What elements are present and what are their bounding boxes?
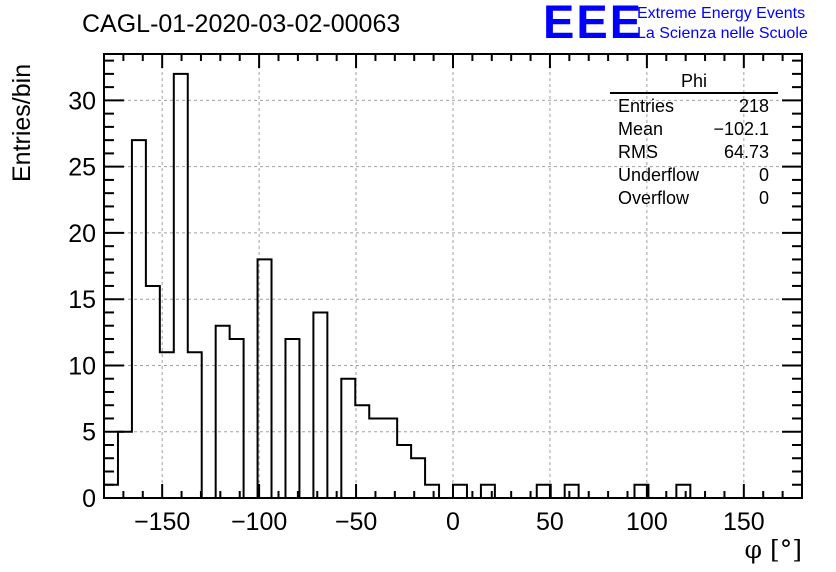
stats-row-entries: Entries 218	[610, 95, 778, 118]
x-tick-label: −50	[335, 508, 377, 536]
stats-value: 0	[758, 165, 769, 185]
x-tick-label: 50	[536, 508, 564, 536]
stats-row-underflow: Underflow 0	[610, 164, 778, 187]
chart-title: CAGL-01-2020-03-02-00063	[82, 10, 401, 38]
logo-line-1: Extreme Energy Events	[637, 5, 806, 22]
stats-label: RMS	[618, 142, 658, 162]
stats-row-overflow: Overflow 0	[610, 187, 778, 210]
y-axis-label: Entries/bin	[8, 63, 36, 182]
x-axis-label: φ [°]	[744, 535, 802, 564]
eee-logo: EEE	[543, 0, 644, 48]
y-tick-label: 10	[68, 352, 96, 380]
y-tick-label: 30	[68, 87, 96, 115]
x-tick-label: 100	[626, 508, 668, 536]
stats-label: Underflow	[618, 165, 700, 185]
x-tick-label: 0	[446, 508, 460, 536]
stats-value: 218	[738, 96, 769, 116]
stats-row-rms: RMS 64.73	[610, 141, 778, 164]
axis-tick-labels: −150 −100 −50 0 50 100 150 0 5 10 15 20 25 30	[68, 87, 765, 536]
y-tick-label: 25	[68, 154, 96, 182]
x-tick-label: 150	[723, 508, 765, 536]
stats-value: 64.73	[723, 142, 769, 162]
stats-label: Mean	[618, 119, 664, 139]
stats-label: Entries	[618, 96, 675, 116]
x-tick-label: −150	[134, 508, 190, 536]
grid-lines	[104, 54, 802, 498]
y-tick-label: 15	[68, 286, 96, 314]
axis-ticks	[104, 54, 802, 499]
stats-box: Phi Entries 218 Mean −102.1 RMS 64.73 Un…	[610, 71, 778, 210]
y-tick-label: 5	[82, 419, 96, 447]
y-tick-label: 0	[82, 485, 96, 513]
stats-value: 0	[758, 188, 769, 208]
y-tick-label: 20	[68, 220, 96, 248]
stats-box-title: Phi	[610, 71, 778, 94]
stats-value: −102.1	[713, 119, 769, 139]
histogram-outline	[103, 72, 802, 499]
x-tick-label: −100	[231, 508, 287, 536]
stats-row-mean: Mean −102.1	[610, 118, 778, 141]
logo-line-2: La Scienza nelle Scuole	[637, 25, 808, 42]
stats-label: Overflow	[618, 188, 690, 208]
